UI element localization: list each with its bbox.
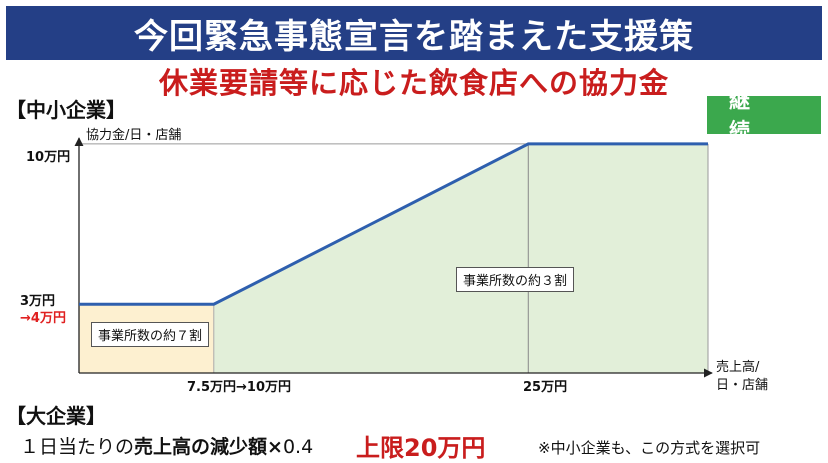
- y-tick-label: →4万円: [20, 311, 66, 326]
- footnote: ※中小企業も、この方式を選択可: [538, 439, 761, 457]
- region-annotation: 事業所数の約７割: [91, 322, 210, 347]
- x-axis-label: 売上高/ 日・店舗: [716, 360, 769, 393]
- region-annotation: 事業所数の約３割: [456, 267, 575, 292]
- sme-section-heading: 【中小企業】: [6, 98, 126, 122]
- cap-amount: 上限20万円: [356, 434, 486, 462]
- y-axis-label: 協力金/日・店舗: [86, 128, 182, 143]
- x-tick-label: 25万円: [523, 380, 568, 395]
- title-banner: 今回緊急事態宣言を踏まえた支援策: [6, 6, 822, 60]
- subtitle: 休業要請等に応じた飲食店への協力金: [158, 66, 669, 100]
- region-fill-large: [213, 143, 709, 373]
- formula-text: １日当たりの売上高の減少額×0.4: [20, 436, 314, 458]
- large-section-heading: 【大企業】: [6, 404, 106, 428]
- x-tick-label: 7.5万円→10万円: [187, 380, 292, 395]
- y-tick-label: 3万円: [20, 294, 56, 309]
- series-line: [79, 142, 708, 306]
- y-tick-label: 10万円: [26, 150, 71, 165]
